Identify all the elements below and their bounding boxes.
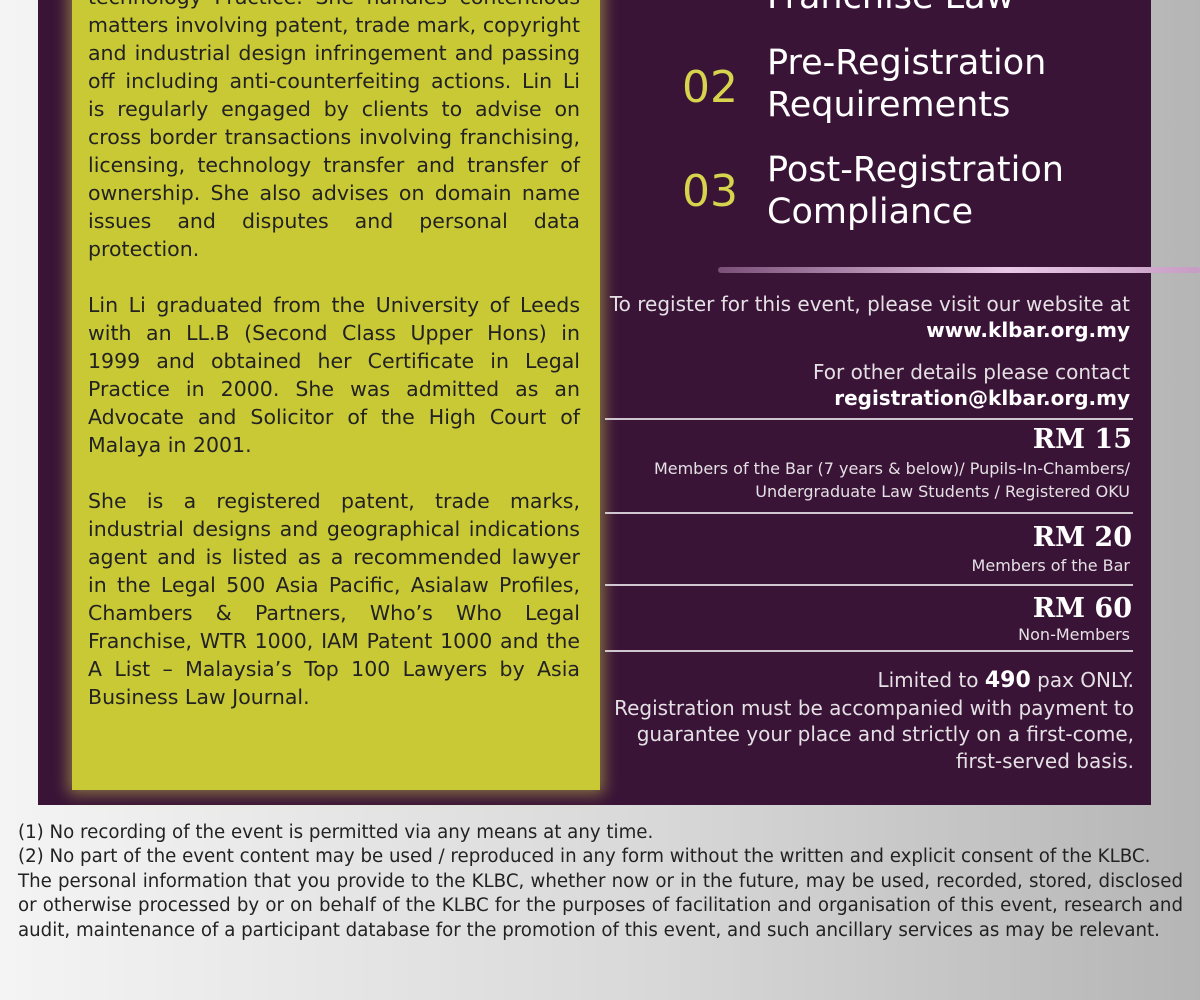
agenda-title: Pre-Registration Requirements xyxy=(767,43,1047,125)
contact-text: For other details please contact xyxy=(813,360,1130,384)
fee-description: Non-Members xyxy=(1018,625,1130,644)
separator xyxy=(605,650,1133,652)
footer-note: (2) No part of the event content may be … xyxy=(18,846,1151,868)
register-info: To register for this event, please visit… xyxy=(590,291,1130,343)
divider xyxy=(718,267,1200,273)
bio-paragraph: technology Practice. She handles content… xyxy=(88,0,580,261)
agenda-number: 02 xyxy=(682,62,738,113)
contact-info: For other details please contact registr… xyxy=(730,359,1130,411)
agenda-title: Franchise Law xyxy=(767,0,1097,18)
agenda-number: 03 xyxy=(682,166,738,217)
separator xyxy=(605,512,1133,514)
limit-prefix: Limited to xyxy=(877,668,979,692)
limit-number: 490 xyxy=(984,668,1031,693)
fee-price: RM 15 xyxy=(1032,424,1132,455)
bio-paragraph: Lin Li graduated from the University of … xyxy=(88,293,580,457)
fee-price: RM 20 xyxy=(1032,522,1132,553)
separator xyxy=(605,418,1133,420)
limit-suffix: pax ONLY. xyxy=(1037,668,1134,692)
footer-note: (1) No recording of the event is permitt… xyxy=(18,822,654,843)
limit-note: Registration must be accompanied with pa… xyxy=(614,695,1134,774)
footer: (1) No recording of the event is permitt… xyxy=(18,821,1183,943)
agenda-title: Post-Registration Compliance xyxy=(767,150,1064,232)
separator xyxy=(605,584,1133,586)
website: www.klbar.org.my xyxy=(926,318,1130,342)
fee-description: Members of the Bar xyxy=(971,556,1130,575)
bio: technology Practice. She handles content… xyxy=(88,0,580,739)
fee-price: RM 60 xyxy=(1032,593,1132,624)
bio-paragraph: She is a registered patent, trade marks,… xyxy=(88,489,580,709)
fee-description: Members of the Bar (7 years & below)/ Pu… xyxy=(653,459,1130,501)
register-text: To register for this event, please visit… xyxy=(609,292,1130,316)
email: registration@klbar.org.my xyxy=(834,386,1130,410)
footer-note: The personal information that you provid… xyxy=(18,870,1183,941)
bio-box xyxy=(72,0,600,790)
limit-info: Limited to 490 pax ONLY. Registration mu… xyxy=(614,667,1134,775)
